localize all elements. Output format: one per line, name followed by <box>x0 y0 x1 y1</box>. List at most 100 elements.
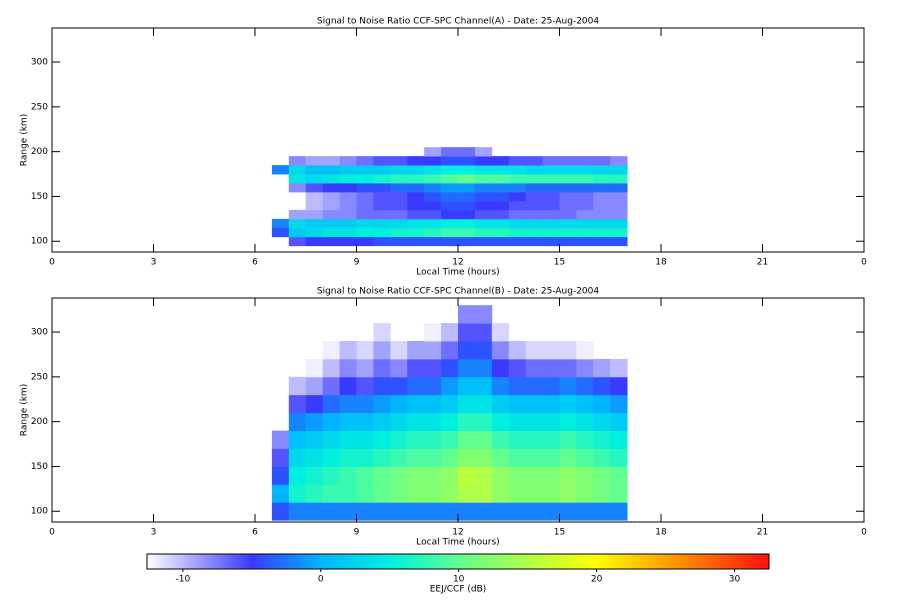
heat-cell <box>424 358 442 378</box>
colorbar-swatch <box>252 554 257 569</box>
heat-cell <box>288 236 307 247</box>
heat-cell <box>474 448 493 467</box>
heat-cell <box>390 376 408 396</box>
heat-cell <box>610 209 628 220</box>
colorbar-swatch <box>461 554 465 569</box>
y-axis-label: Range (km) <box>20 384 30 436</box>
heat-cell <box>424 156 442 166</box>
colorbar-swatch <box>485 554 490 569</box>
heat-cell <box>407 341 425 360</box>
colorbar-swatch <box>694 554 698 569</box>
colorbar-swatch <box>741 554 745 569</box>
colorbar-swatch <box>762 554 767 569</box>
colorbar-swatch <box>691 554 695 569</box>
colorbar-swatch <box>286 554 291 569</box>
heat-cell <box>559 484 577 503</box>
heat-cell <box>610 200 628 211</box>
heat-cell <box>491 341 510 360</box>
colorbar-swatch <box>308 554 313 569</box>
heat-cell <box>458 305 476 324</box>
heat-cell <box>407 209 425 220</box>
colorbar-swatch <box>318 554 322 569</box>
colorbar-swatch <box>601 554 605 569</box>
heat-cell <box>424 448 442 467</box>
heat-cell <box>305 412 324 432</box>
heat-cell <box>322 227 340 238</box>
heat-cell <box>356 484 374 503</box>
colorbar-swatch <box>249 554 254 569</box>
heat-cell <box>610 430 628 449</box>
heat-cell <box>559 394 577 414</box>
heat-cell <box>508 218 527 229</box>
heat-cell <box>491 412 510 432</box>
heat-cell <box>491 430 510 449</box>
heat-cell <box>339 209 357 220</box>
colorbar-swatch <box>436 554 440 569</box>
heat-cell <box>322 466 340 485</box>
heat-cell <box>610 376 628 396</box>
heat-cell <box>424 484 442 503</box>
colorbar-swatch <box>367 554 372 569</box>
heat-cell <box>407 448 425 467</box>
heat-cell <box>390 236 408 247</box>
x-axis-label: Local Time (hours) <box>416 538 499 548</box>
heat-cell <box>356 448 374 467</box>
heat-cell <box>508 358 527 378</box>
heat-cell <box>441 394 459 414</box>
heat-cell <box>356 341 374 360</box>
colorbar-swatch <box>588 554 593 569</box>
heat-cell <box>576 412 594 432</box>
heat-cell <box>424 200 442 211</box>
heat-cell <box>576 376 594 396</box>
heat-cell <box>322 376 340 396</box>
heat-cell <box>339 394 357 414</box>
heat-cell <box>441 502 459 521</box>
heat-cell <box>458 147 476 157</box>
heat-cell <box>356 430 374 449</box>
colorbar-swatch <box>635 554 639 569</box>
heat-cell <box>542 191 560 202</box>
colorbar-swatch <box>747 554 751 569</box>
heat-cell <box>322 484 340 503</box>
heat-cell <box>390 412 408 432</box>
heat-cell <box>542 236 560 247</box>
colorbar-swatch <box>364 554 369 569</box>
heat-cell <box>322 218 340 229</box>
heat-cell <box>458 430 476 449</box>
heat-cell <box>322 412 340 432</box>
heat-cell <box>576 156 594 166</box>
heat-cell <box>407 502 425 521</box>
heat-cell <box>576 227 594 238</box>
colorbar-tick-label: 30 <box>729 575 741 585</box>
heat-cell <box>356 394 374 414</box>
heat-cell <box>458 165 476 175</box>
heat-cell <box>288 227 307 238</box>
heat-cell <box>373 466 391 485</box>
colorbar-swatch <box>199 554 204 569</box>
heat-cell <box>356 502 374 521</box>
heat-cell <box>373 183 391 193</box>
heat-cell <box>407 174 425 184</box>
heat-cell <box>424 147 442 157</box>
heat-cell <box>593 430 611 449</box>
heat-cell <box>576 448 594 467</box>
heat-cell <box>356 156 374 166</box>
heat-cell <box>542 174 560 184</box>
heat-cell <box>508 376 527 396</box>
heat-cell <box>491 323 510 342</box>
heat-cell <box>305 183 324 193</box>
heat-cell <box>491 394 510 414</box>
heat-cell <box>542 218 560 229</box>
heat-cell <box>441 174 459 184</box>
colorbar-swatch <box>321 554 325 569</box>
colorbar-swatch <box>470 554 475 569</box>
heat-cell <box>390 430 408 449</box>
colorbar-swatch <box>342 554 347 569</box>
colorbar-swatch <box>147 554 151 569</box>
colorbar-swatch <box>734 554 739 569</box>
colorbar-swatch <box>293 554 297 569</box>
colorbar-swatch <box>240 554 244 569</box>
colorbar-swatch <box>262 554 266 569</box>
heat-cell <box>271 484 290 503</box>
colorbar-swatch <box>573 554 577 569</box>
